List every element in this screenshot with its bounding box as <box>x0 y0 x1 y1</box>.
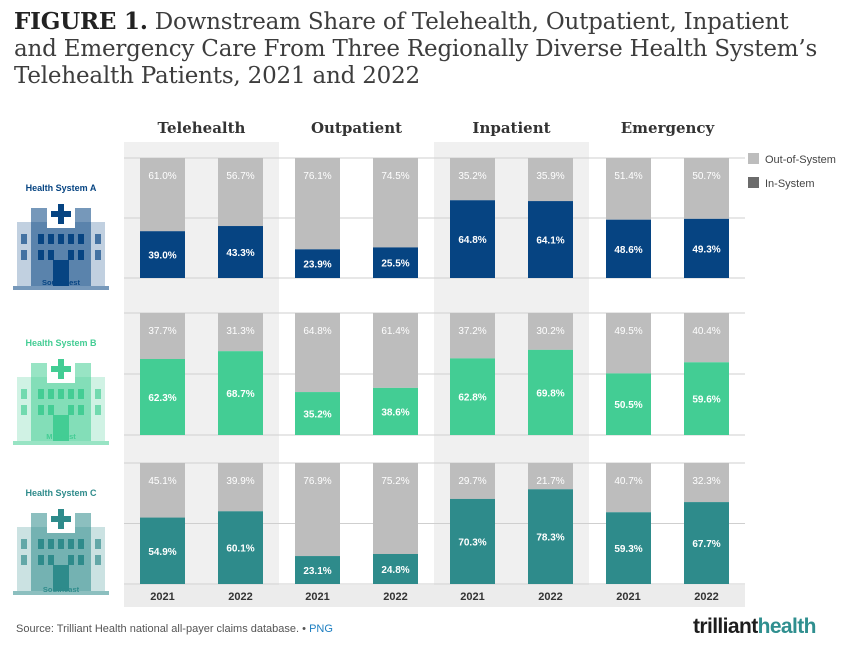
data-label-in-system: 39.0% <box>148 251 176 262</box>
data-label-in-system: 43.3% <box>226 248 254 259</box>
category-header-emergency: Emergency <box>621 119 716 137</box>
bar-out-of-system <box>140 158 185 231</box>
data-label-out-of-system: 64.8% <box>303 326 331 337</box>
data-label-out-of-system: 76.9% <box>303 476 331 487</box>
data-label-out-of-system: 40.7% <box>614 476 642 487</box>
year-tick-label: 2021 <box>305 591 329 603</box>
data-label-out-of-system: 37.7% <box>148 326 176 337</box>
data-label-in-system: 35.2% <box>303 410 331 421</box>
data-label-out-of-system: 39.9% <box>226 476 254 487</box>
bar-out-of-system <box>373 313 418 388</box>
data-label-in-system: 25.5% <box>381 259 409 270</box>
data-label-in-system: 23.9% <box>303 260 331 271</box>
year-tick-label: 2022 <box>228 591 252 603</box>
data-label-out-of-system: 31.3% <box>226 326 254 337</box>
data-label-out-of-system: 51.4% <box>614 171 642 182</box>
data-label-in-system: 69.8% <box>536 388 564 399</box>
data-label-in-system: 78.3% <box>536 533 564 544</box>
data-label-in-system: 60.1% <box>226 544 254 555</box>
year-tick-label: 2022 <box>694 591 718 603</box>
brand-wordmark-part2: health <box>758 615 816 638</box>
data-label-out-of-system: 30.2% <box>536 326 564 337</box>
brand-logo: trillianthealth <box>693 615 816 639</box>
year-tick-label: 2022 <box>538 591 562 603</box>
data-label-out-of-system: 61.4% <box>381 326 409 337</box>
data-label-out-of-system: 49.5% <box>614 326 642 337</box>
data-label-out-of-system: 21.7% <box>536 476 564 487</box>
data-label-in-system: 48.6% <box>614 245 642 256</box>
year-tick-label: 2022 <box>383 591 407 603</box>
bar-out-of-system <box>606 313 651 373</box>
year-tick-label: 2021 <box>460 591 484 603</box>
data-label-in-system: 59.6% <box>692 395 720 406</box>
data-label-in-system: 59.3% <box>614 544 642 555</box>
data-label-in-system: 49.3% <box>692 244 720 255</box>
bar-out-of-system <box>684 158 729 219</box>
bar-out-of-system <box>218 158 263 226</box>
data-label-in-system: 68.7% <box>226 389 254 400</box>
category-header-inpatient: Inpatient <box>472 119 550 137</box>
data-label-out-of-system: 32.3% <box>692 476 720 487</box>
legend-swatch-out-of-system <box>748 153 759 164</box>
system-label-1: Health System A <box>26 183 97 193</box>
data-label-out-of-system: 56.7% <box>226 171 254 182</box>
year-axis-band <box>124 585 745 607</box>
system-label-3: Health System C <box>25 488 97 498</box>
hospital-building-icon <box>13 505 109 595</box>
source-note: Source: Trilliant Health national all-pa… <box>16 623 333 635</box>
region-label-southeast: Southeast <box>43 585 80 594</box>
data-label-out-of-system: 35.2% <box>458 171 486 182</box>
bar-out-of-system <box>606 463 651 512</box>
data-label-in-system: 54.9% <box>148 547 176 558</box>
category-header-outpatient: Outpatient <box>311 119 402 137</box>
bar-out-of-system <box>140 463 185 518</box>
data-label-in-system: 67.7% <box>692 539 720 550</box>
data-label-out-of-system: 74.5% <box>381 171 409 182</box>
data-label-in-system: 38.6% <box>381 407 409 418</box>
data-label-out-of-system: 75.2% <box>381 476 409 487</box>
bar-out-of-system <box>295 313 340 392</box>
bar-out-of-system <box>606 158 651 220</box>
data-label-out-of-system: 50.7% <box>692 171 720 182</box>
data-label-out-of-system: 40.4% <box>692 326 720 337</box>
source-text: Source: Trilliant Health national all-pa… <box>16 623 299 635</box>
data-label-in-system: 70.3% <box>458 537 486 548</box>
year-tick-label: 2021 <box>150 591 174 603</box>
region-label-midwest: Midwest <box>46 432 76 441</box>
data-label-out-of-system: 35.9% <box>536 171 564 182</box>
png-link[interactable]: PNG <box>309 623 333 635</box>
hospital-building-icon <box>13 200 109 290</box>
brand-wordmark-part1: trilliant <box>693 615 758 638</box>
legend-label-out-of-system: Out-of-System <box>765 154 836 166</box>
data-label-in-system: 50.5% <box>614 400 642 411</box>
year-tick-label: 2021 <box>616 591 640 603</box>
data-label-in-system: 64.8% <box>458 235 486 246</box>
legend-swatch-in-system <box>748 177 759 188</box>
data-label-out-of-system: 29.7% <box>458 476 486 487</box>
system-label-2: Health System B <box>25 338 97 348</box>
data-label-out-of-system: 76.1% <box>303 171 331 182</box>
data-label-in-system: 62.8% <box>458 393 486 404</box>
data-label-out-of-system: 61.0% <box>148 171 176 182</box>
bar-out-of-system <box>218 463 263 511</box>
data-label-in-system: 24.8% <box>381 565 409 576</box>
data-label-in-system: 62.3% <box>148 393 176 404</box>
stacked-bar-chart: Telehealth Outpatient Inpatient Emergency He… <box>0 0 850 615</box>
source-separator: • <box>302 623 306 635</box>
data-label-in-system: 64.1% <box>536 236 564 247</box>
data-label-in-system: 23.1% <box>303 566 331 577</box>
region-label-southwest: Southwest <box>42 278 80 287</box>
legend-label-in-system: In-System <box>765 178 815 190</box>
data-label-out-of-system: 45.1% <box>148 476 176 487</box>
category-header-telehealth: Telehealth <box>158 119 246 137</box>
data-label-out-of-system: 37.2% <box>458 326 486 337</box>
bar-out-of-system <box>684 313 729 362</box>
